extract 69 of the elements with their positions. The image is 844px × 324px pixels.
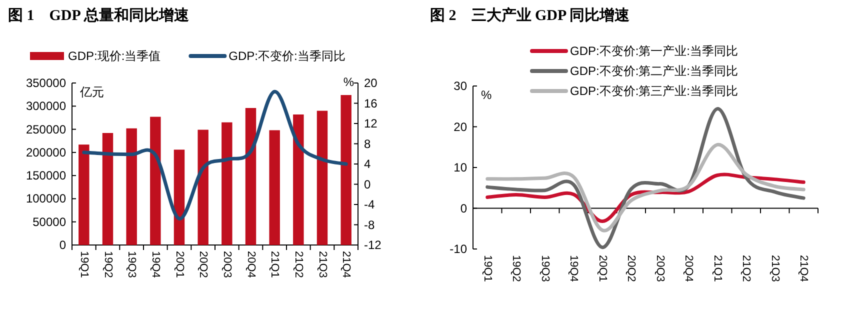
y-tick-label: 350000	[26, 76, 66, 90]
x-tick-label: 20Q2	[625, 255, 638, 282]
y2-tick-label: 20	[364, 76, 378, 90]
x-tick-label: 19Q4	[568, 255, 580, 282]
y2-tick-label: 0	[364, 177, 371, 192]
y2-tick-label: 4	[364, 157, 371, 171]
x-tick-label: 21Q2	[740, 255, 752, 282]
y2-tick-label: -4	[364, 198, 375, 212]
bar	[78, 144, 90, 245]
legend-label: GDP:不变价:第三产业:当季同比	[570, 84, 738, 98]
y-tick-label: 10	[454, 160, 468, 174]
x-tick-label: 21Q3	[316, 251, 328, 278]
y-tick-label: 250000	[26, 122, 66, 136]
y-tick-label: 50000	[32, 214, 66, 229]
bar	[245, 108, 256, 245]
chart-title: 图 1 GDP 总量和同比增速	[8, 7, 190, 24]
y-tick-label: 0	[460, 201, 468, 216]
y2-tick-label: 8	[364, 136, 371, 151]
bar	[222, 122, 232, 245]
line-series	[486, 142, 806, 232]
x-tick-label: 20Q3	[220, 251, 233, 278]
x-tick-label: 19Q2	[102, 251, 114, 278]
legend-label: GDP:现价:当季值	[68, 49, 161, 63]
x-tick-label: 21Q3	[768, 255, 781, 282]
legend-label: GDP:不变价:当季同比	[228, 49, 346, 63]
x-tick-label: 20Q1	[173, 251, 186, 278]
x-tick-label: 21Q2	[292, 251, 304, 278]
y-tick-label: -10	[450, 242, 468, 256]
bar	[293, 114, 304, 245]
y2-tick-label: -8	[364, 218, 375, 232]
x-tick-label: 20Q4	[244, 251, 257, 278]
x-tick-label: 19Q3	[126, 251, 138, 278]
x-tick-label: 19Q1	[78, 251, 90, 278]
y-tick-label: 300000	[26, 99, 66, 114]
y2-tick-label: -12	[364, 238, 382, 252]
x-tick-label: 21Q1	[268, 251, 281, 278]
y-tick-label: 0	[59, 238, 66, 252]
y-tick-label: 30	[454, 79, 468, 93]
x-tick-label: 21Q1	[711, 255, 724, 282]
bar	[102, 132, 114, 245]
x-tick-label: 19Q2	[510, 255, 522, 282]
x-tick-label: 19Q3	[538, 255, 551, 282]
y-axis-title: 亿元	[79, 85, 104, 99]
bar	[269, 130, 280, 245]
chart-title: 图 2 三大产业 GDP 同比增速	[430, 7, 631, 24]
bar	[198, 130, 208, 245]
x-tick-label: 21Q4	[340, 251, 352, 278]
bar	[126, 128, 137, 245]
legend-label: GDP:不变价:第一产业:当季同比	[570, 44, 738, 58]
y-tick-label: 150000	[26, 168, 66, 183]
y-tick-label: 200000	[26, 145, 66, 160]
x-tick-label: 20Q2	[197, 251, 210, 278]
y-tick-label: 20	[454, 120, 468, 134]
legend-label: GDP:不变价:第二产业:当季同比	[570, 64, 738, 78]
bar	[340, 95, 352, 245]
bar	[150, 116, 161, 245]
x-tick-label: 19Q1	[481, 255, 494, 282]
x-tick-label: 20Q4	[682, 255, 695, 282]
y-axis-title: %	[481, 88, 492, 102]
y-tick-label: 100000	[26, 192, 66, 206]
y2-tick-label: 16	[364, 96, 378, 110]
y2-tick-label: 12	[364, 116, 378, 130]
bar	[316, 110, 328, 245]
x-tick-label: 19Q4	[149, 251, 162, 278]
x-tick-label: 20Q3	[654, 255, 666, 282]
x-tick-label: 21Q4	[798, 255, 810, 282]
x-tick-label: 20Q1	[596, 255, 608, 282]
bar	[174, 150, 185, 245]
y2-axis-title: %	[343, 75, 354, 89]
